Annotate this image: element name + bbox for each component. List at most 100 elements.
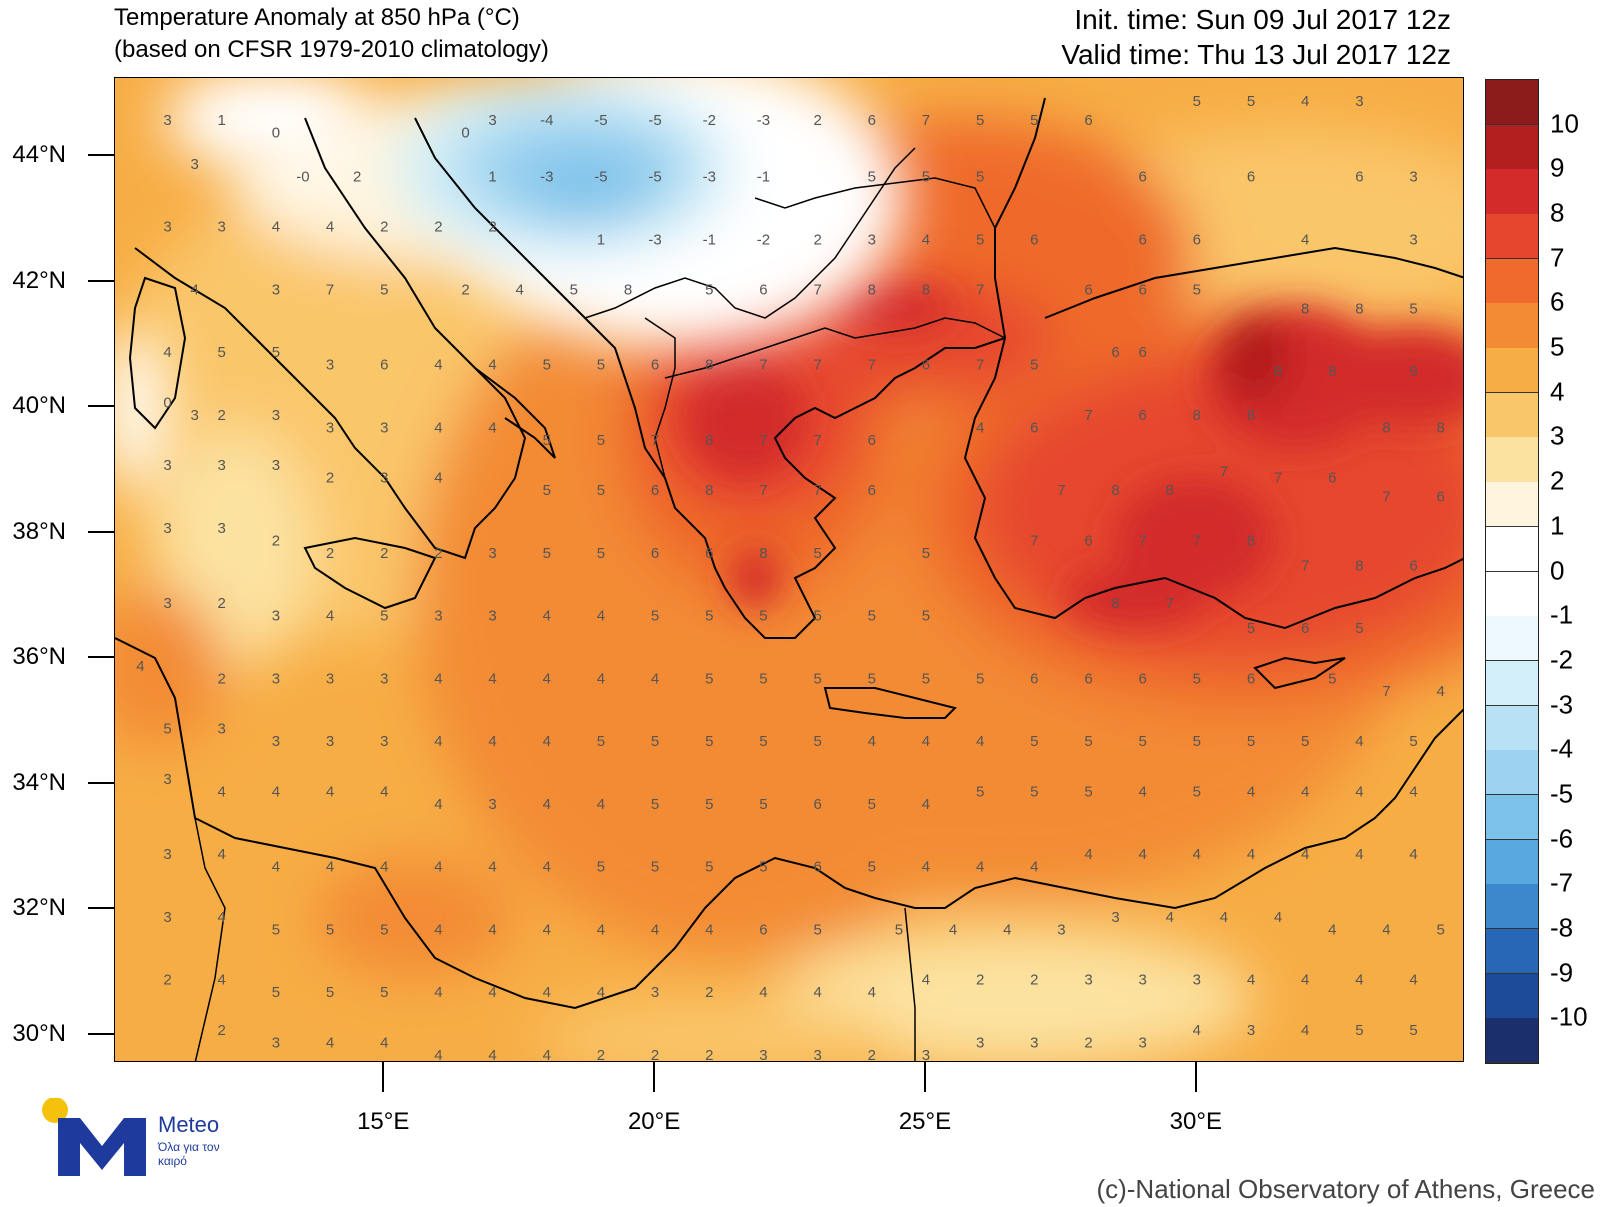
colorbar-swatch: [1486, 169, 1538, 215]
contour-label: 4: [922, 733, 930, 750]
contour-label: 4: [380, 1034, 388, 1051]
contour-label: 7: [1301, 558, 1309, 575]
contour-label: 3: [190, 407, 198, 424]
contour-label: -3: [648, 231, 661, 248]
contour-label: 4: [1166, 909, 1174, 926]
contour-label: 4: [1355, 972, 1363, 989]
colorbar-swatch: [1486, 482, 1538, 528]
contour-label: 5: [597, 482, 605, 499]
contour-label: 4: [922, 796, 930, 813]
contour-label: 5: [813, 670, 821, 687]
contour-label: 6: [1030, 419, 1038, 436]
contour-label: 2: [1030, 972, 1038, 989]
field-bosnia-minus5: [515, 153, 655, 223]
latitude-label: 34°N: [12, 768, 66, 796]
latitude-tick: [88, 656, 114, 659]
colorbar-swatch: [1486, 392, 1538, 438]
contour-label: 5: [272, 921, 280, 938]
contour-label: 4: [488, 357, 496, 374]
contour-label: 3: [272, 407, 280, 424]
cyprus: [1253, 656, 1346, 690]
border-albania: [644, 317, 676, 479]
contour-label: 4: [488, 1047, 496, 1062]
contour-label: 3: [272, 670, 280, 687]
contour-label: 7: [976, 357, 984, 374]
contour-label: 5: [1355, 620, 1363, 637]
contour-label: 6: [759, 281, 767, 298]
longitude-tick: [1194, 1062, 1197, 1092]
contour-label: 5: [1030, 357, 1038, 374]
contour-label: 5: [813, 733, 821, 750]
contour-label: 8: [1355, 558, 1363, 575]
brand-name: Meteo: [158, 1112, 220, 1137]
contour-label: 5: [1138, 733, 1146, 750]
contour-label: -1: [757, 169, 770, 186]
field-anatolia-8d: [1065, 568, 1205, 628]
contour-label: 6: [1436, 488, 1444, 505]
contour-label: 4: [976, 419, 984, 436]
contour-label: 3: [218, 457, 226, 474]
contour-label: 6: [651, 545, 659, 562]
contour-label: 4: [488, 670, 496, 687]
contour-label: 7: [1274, 470, 1282, 487]
contour-label: 5: [868, 169, 876, 186]
colorbar-swatch: [1486, 303, 1538, 349]
contour-label: 5: [976, 670, 984, 687]
contour-label: 5: [1355, 1022, 1363, 1039]
contour-label: 4: [543, 984, 551, 1001]
contour-label: 5: [570, 281, 578, 298]
colorbar-level-label: -3: [1550, 689, 1574, 720]
contour-label: 3: [1084, 972, 1092, 989]
contour-label: 5: [705, 608, 713, 625]
field-epirus-8: [685, 358, 805, 478]
contour-label: 6: [922, 357, 930, 374]
colorbar-swatch: [1486, 928, 1538, 975]
contour-label: 7: [1193, 532, 1201, 549]
colorbar-swatch: [1486, 973, 1538, 1019]
contour-label: 1: [597, 231, 605, 248]
contour-label: 8: [759, 545, 767, 562]
contour-label: 4: [543, 670, 551, 687]
contour-label: 2: [218, 407, 226, 424]
contour-label: 5: [705, 670, 713, 687]
contour-label: 2: [705, 984, 713, 1001]
contour-label: 4: [1301, 846, 1309, 863]
contour-label: 4: [1193, 846, 1201, 863]
contour-label: 3: [163, 457, 171, 474]
time-info: Init. time: Sun 09 Jul 2017 12z Valid ti…: [1061, 2, 1451, 72]
contour-label: 7: [759, 432, 767, 449]
latitude-tick: [88, 1032, 114, 1035]
contour-label: 4: [1138, 846, 1146, 863]
contour-label: 2: [326, 545, 334, 562]
contour-label: 4: [434, 670, 442, 687]
contour-label: 2: [163, 972, 171, 989]
contour-label: 5: [651, 859, 659, 876]
field-egypt-cool: [775, 928, 1255, 1061]
contour-label: 4: [1409, 783, 1417, 800]
colorbar-level-label: 1: [1550, 510, 1565, 541]
contour-label: 4: [218, 972, 226, 989]
contour-label: 3: [1409, 231, 1417, 248]
meteo-logo: [42, 1098, 146, 1176]
contour-label: 5: [597, 545, 605, 562]
contour-label: -3: [757, 112, 770, 129]
contour-label: 4: [1084, 846, 1092, 863]
contour-label: 6: [813, 796, 821, 813]
contour-label: -3: [703, 169, 716, 186]
colorbar: [1485, 79, 1539, 1064]
contour-label: 4: [1274, 909, 1282, 926]
colorbar-swatch: [1486, 660, 1538, 707]
contour-label: 3: [272, 457, 280, 474]
contour-label: 5: [1436, 921, 1444, 938]
contour-label: 4: [868, 733, 876, 750]
longitude-tick: [653, 1062, 656, 1092]
contour-label: 3: [1138, 972, 1146, 989]
contour-label: 6: [813, 859, 821, 876]
contour-label: 4: [543, 733, 551, 750]
colorbar-level-label: -7: [1550, 867, 1574, 898]
contour-label: 5: [543, 482, 551, 499]
contour-label: 5: [272, 344, 280, 361]
contour-label: 4: [434, 357, 442, 374]
contour-label: 0: [163, 394, 171, 411]
contour-label: 7: [1057, 482, 1065, 499]
